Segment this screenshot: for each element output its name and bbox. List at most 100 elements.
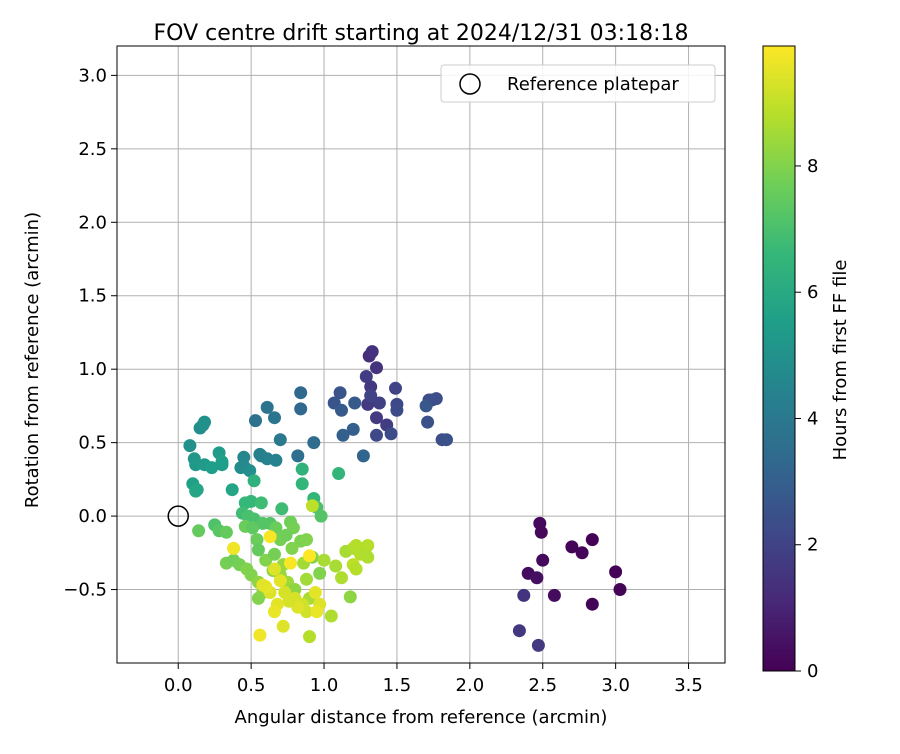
y-axis-ticks: −0.5 0.0 0.5 1.0 1.5 2.0 2.5 3.0: [63, 65, 117, 601]
data-point: [361, 539, 375, 552]
y-tick-label: −0.5: [63, 580, 107, 601]
data-point: [305, 499, 319, 513]
data-point: [336, 428, 350, 442]
x-tick-label: 3.0: [601, 675, 630, 696]
data-point: [303, 549, 316, 563]
data-point: [343, 590, 357, 604]
data-point: [356, 449, 370, 463]
data-point: [335, 403, 348, 417]
data-point: [313, 566, 327, 580]
y-tick-label: 0.5: [78, 433, 107, 454]
colorbar-frame: [762, 45, 796, 672]
data-point: [440, 433, 453, 447]
data-point: [300, 572, 313, 586]
colorbar-tick-label: 6: [807, 282, 818, 303]
data-point: [268, 547, 281, 561]
x-tick-label: 2.0: [456, 675, 485, 696]
x-tick-label: 2.5: [528, 675, 557, 696]
x-axis-ticks: 0.0 0.5 1.0 1.5 2.0 2.5 3.0 3.5: [164, 663, 703, 696]
data-point: [279, 528, 293, 542]
data-point: [370, 428, 383, 442]
data-point: [536, 553, 550, 567]
data-point: [269, 453, 283, 467]
data-point: [243, 464, 257, 478]
colorbar-tick-label: 4: [807, 408, 818, 429]
data-point: [198, 415, 211, 429]
data-point: [253, 447, 267, 461]
data-point: [565, 540, 579, 554]
data-point: [251, 543, 265, 557]
data-point: [512, 624, 526, 638]
data-point: [390, 403, 404, 417]
data-point: [294, 386, 308, 400]
data-point: [268, 605, 281, 619]
y-tick-label: 2.5: [78, 139, 107, 160]
y-axis-label: Rotation from reference (arcmin): [22, 212, 43, 508]
data-point: [613, 583, 627, 596]
y-tick-label: 1.5: [78, 286, 107, 307]
x-tick-label: 1.0: [310, 675, 339, 696]
data-point: [291, 449, 305, 463]
data-point: [365, 345, 379, 359]
data-point: [389, 381, 402, 395]
data-point: [288, 583, 302, 596]
data-point: [585, 533, 599, 547]
data-point: [275, 502, 289, 516]
y-tick-label: 3.0: [78, 65, 107, 86]
data-point: [346, 422, 360, 436]
data-point: [333, 386, 347, 400]
plot-frame: [116, 45, 726, 664]
data-point: [278, 586, 292, 599]
data-point: [370, 411, 383, 425]
colorbar-tick-label: 8: [807, 156, 818, 177]
data-point: [547, 588, 561, 602]
data-point: [585, 597, 599, 611]
data-point: [254, 496, 268, 510]
data-point: [384, 427, 398, 441]
legend-reference-marker: [459, 73, 481, 95]
data-point: [361, 550, 375, 564]
data-point: [303, 630, 316, 644]
data-point: [260, 400, 274, 414]
data-point: [246, 521, 260, 535]
data-point: [295, 477, 309, 491]
legend: Reference platepar: [440, 64, 716, 103]
data-point: [295, 462, 309, 476]
data-point: [263, 530, 277, 544]
legend-box: [440, 64, 716, 103]
data-point: [575, 546, 589, 560]
data-point: [364, 389, 378, 403]
data-point: [190, 483, 204, 497]
data-point: [247, 474, 261, 488]
data-point: [273, 433, 287, 447]
data-point: [317, 553, 331, 567]
data-points: [183, 345, 627, 652]
colorbar-tick-label: 0: [807, 661, 818, 682]
colorbar: 0 2 4 6 8 Hours from first FF file: [762, 45, 851, 682]
data-point: [335, 571, 348, 585]
data-point: [421, 415, 435, 429]
data-point: [372, 396, 386, 410]
colorbar-ticks: 0 2 4 6 8: [795, 156, 818, 682]
data-point: [332, 467, 346, 480]
x-tick-label: 1.5: [383, 675, 412, 696]
data-point: [285, 541, 299, 555]
x-axis-label: Angular distance from reference (arcmin): [235, 707, 608, 728]
x-tick-label: 3.5: [674, 675, 703, 696]
data-point: [227, 541, 241, 555]
data-point: [183, 439, 197, 453]
data-point: [534, 525, 548, 539]
reference-marker-layer: [167, 505, 189, 527]
data-point: [268, 411, 281, 425]
data-point: [205, 461, 219, 475]
legend-label: Reference platepar: [507, 74, 679, 95]
data-point: [249, 414, 262, 428]
data-point: [250, 533, 264, 547]
data-point: [273, 574, 287, 588]
x-tick-label: 0.0: [164, 675, 193, 696]
data-point: [349, 562, 363, 576]
data-point: [429, 392, 443, 406]
data-point: [531, 638, 545, 652]
data-point: [359, 370, 373, 383]
